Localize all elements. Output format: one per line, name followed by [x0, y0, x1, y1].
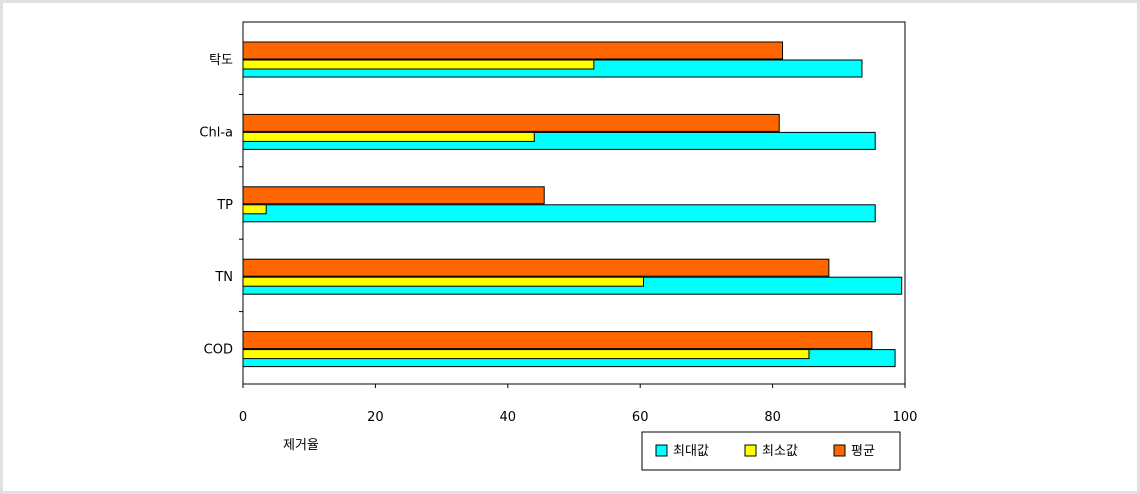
legend-label-1: 최소값 [762, 444, 798, 459]
y-tick-label: TP [216, 198, 233, 213]
y-tick-label: TN [214, 270, 233, 285]
legend-label-2: 평균 [851, 444, 875, 459]
bar-mean-3 [242, 258, 830, 277]
x-tick-label: 80 [764, 410, 781, 425]
bar-min-4 [242, 349, 810, 360]
x-axis-title: 제거율 [283, 438, 319, 453]
bar-max-2 [242, 204, 876, 223]
x-tick-label: 40 [500, 410, 517, 425]
bars-group [242, 41, 903, 368]
bar-mean-2 [242, 186, 545, 205]
y-tick-label: COD [204, 343, 233, 358]
x-tick-label: 20 [367, 410, 384, 425]
legend: 최대값 최소값 평균 [641, 431, 901, 471]
x-tick-label: 60 [632, 410, 649, 425]
bar-mean-4 [242, 331, 873, 350]
legend-swatch-1 [744, 444, 757, 457]
legend-box [641, 431, 901, 471]
bar-min-0 [242, 59, 595, 70]
bar-mean-0 [242, 41, 784, 60]
bar-min-3 [242, 276, 645, 287]
y-tick-label: Chl-a [199, 125, 233, 140]
axes-group: 탁도 Chl-a TP TN COD 0 20 40 60 80 100 [199, 53, 917, 425]
bar-min-2 [242, 204, 267, 215]
x-tick-label: 0 [239, 410, 247, 425]
legend-swatch-2 [833, 444, 846, 457]
x-tick-label: 100 [893, 410, 918, 425]
y-tick-label: 탁도 [209, 53, 233, 68]
bar-min-1 [242, 131, 535, 142]
bar-mean-1 [242, 113, 780, 132]
legend-swatch-0 [655, 444, 668, 457]
legend-label-0: 최대값 [673, 444, 709, 459]
